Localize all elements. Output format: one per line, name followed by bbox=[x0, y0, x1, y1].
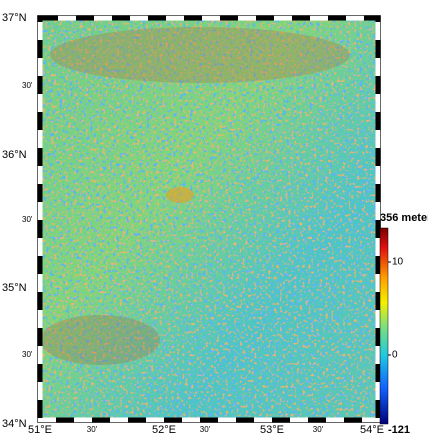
terrain-patch bbox=[50, 27, 350, 83]
lon-label: 53°E bbox=[260, 424, 284, 435]
terrain-patch bbox=[166, 187, 194, 203]
lon-label: 30' bbox=[87, 425, 98, 434]
lon-label: 52°E bbox=[152, 424, 176, 435]
lat-label: 36°N bbox=[2, 149, 27, 161]
colorbar-tick-label: 10 bbox=[392, 257, 404, 268]
colorbar bbox=[380, 228, 388, 424]
colorbar-min-label: -121 bbox=[388, 424, 410, 435]
lat-label: 35°N bbox=[2, 282, 27, 294]
lon-label: 30' bbox=[200, 425, 211, 434]
lat-label: 30' bbox=[22, 215, 33, 224]
lon-label: 30' bbox=[313, 425, 324, 434]
terrain-patch bbox=[40, 315, 160, 365]
lat-label: 30' bbox=[22, 81, 33, 90]
lon-label: 54°E bbox=[360, 424, 384, 435]
lon-label: 51°E bbox=[28, 424, 52, 435]
lat-label: 30' bbox=[22, 350, 33, 359]
colorbar-title: 356 meter bbox=[380, 212, 428, 224]
colorbar-tick-label: 0 bbox=[392, 350, 398, 361]
lat-label: 34°N bbox=[2, 418, 27, 430]
lat-label: 37°N bbox=[2, 12, 27, 24]
map-figure: 37°N 30' 36°N 30' 35°N 30' 34°N 51°E 30'… bbox=[0, 0, 428, 435]
